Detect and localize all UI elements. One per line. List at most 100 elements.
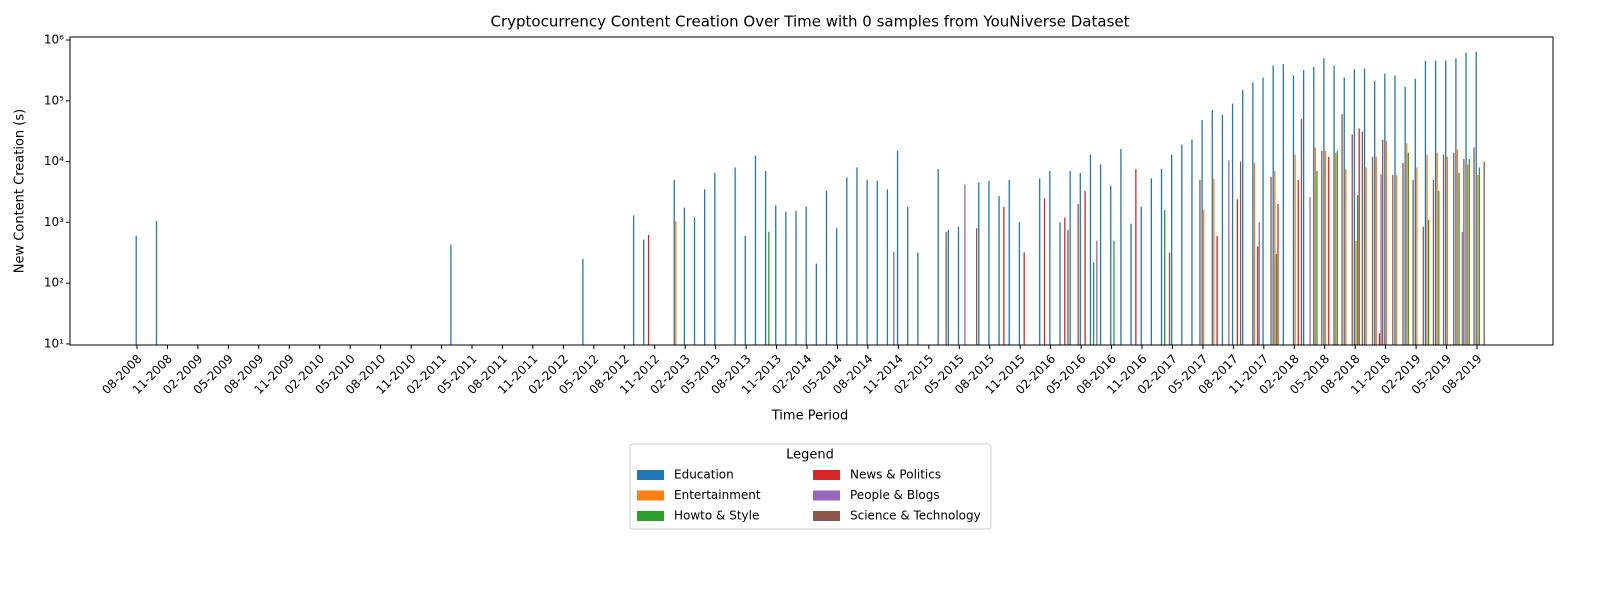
bar xyxy=(643,239,645,345)
bar xyxy=(1039,178,1041,345)
bar xyxy=(1382,139,1384,345)
bar xyxy=(1466,164,1469,345)
y-tick-label: 10³ xyxy=(44,215,64,229)
y-tick-label: 10⁴ xyxy=(44,154,64,168)
legend-swatch xyxy=(637,470,664,480)
bar xyxy=(744,235,746,345)
bar xyxy=(964,184,966,345)
bar xyxy=(1414,78,1416,345)
bar xyxy=(1079,172,1081,345)
bar xyxy=(1067,229,1069,345)
legend-label: Education xyxy=(674,468,734,482)
legend-title: Legend xyxy=(786,448,834,463)
y-tick-label: 10¹ xyxy=(44,336,64,350)
legend-swatch xyxy=(637,511,664,521)
bar xyxy=(764,170,767,345)
bar xyxy=(1239,161,1242,345)
bar xyxy=(1371,156,1374,345)
bar xyxy=(825,190,828,345)
bar xyxy=(1375,156,1377,345)
bar xyxy=(1008,179,1010,345)
bar xyxy=(1150,178,1153,345)
bar xyxy=(1392,175,1394,345)
bar xyxy=(1059,222,1061,345)
bar xyxy=(1463,159,1465,345)
bar xyxy=(1069,170,1071,345)
bar xyxy=(1432,179,1435,345)
bar xyxy=(1302,70,1305,346)
bar xyxy=(1356,195,1359,345)
bar xyxy=(1456,149,1459,345)
y-tick-label: 10⁶ xyxy=(44,32,64,46)
bar xyxy=(1253,162,1256,345)
bar xyxy=(1324,150,1327,345)
bar xyxy=(896,150,899,345)
bar xyxy=(1277,204,1279,345)
bar xyxy=(754,155,757,345)
bar xyxy=(1089,154,1092,345)
bar xyxy=(1270,176,1272,345)
bar xyxy=(1314,147,1317,345)
x-axis-label: Time Period xyxy=(771,409,848,424)
bar xyxy=(1407,152,1409,345)
bar xyxy=(1168,252,1171,345)
bar xyxy=(836,228,838,345)
bar xyxy=(1465,52,1467,345)
bar xyxy=(1221,115,1224,346)
bar xyxy=(1384,73,1386,345)
bar xyxy=(866,179,868,345)
y-axis-label: New Content Creation (s) xyxy=(13,109,28,273)
bar xyxy=(155,221,158,345)
bar xyxy=(907,206,909,345)
bar xyxy=(768,231,770,345)
bar xyxy=(1023,252,1025,345)
bar xyxy=(1049,170,1051,345)
y-tick-label: 10⁵ xyxy=(44,93,64,107)
bar xyxy=(1228,160,1230,345)
bar xyxy=(1199,179,1201,345)
bar xyxy=(1262,77,1264,345)
bar xyxy=(1345,169,1347,345)
bar xyxy=(1191,139,1193,345)
bar xyxy=(957,226,960,345)
bar xyxy=(1468,159,1470,345)
bar xyxy=(846,177,848,345)
bar xyxy=(135,235,137,345)
bar xyxy=(775,205,777,345)
bar xyxy=(1323,58,1325,345)
bar xyxy=(1473,147,1475,345)
bar xyxy=(998,196,1000,345)
legend-label: Science & Technology xyxy=(850,509,981,523)
legend-label: News & Politics xyxy=(850,468,941,482)
bar xyxy=(1297,179,1299,345)
bar xyxy=(714,172,716,345)
bar xyxy=(815,263,818,345)
bar xyxy=(856,167,858,345)
bar xyxy=(917,252,919,345)
bar xyxy=(450,244,452,345)
bar xyxy=(1099,164,1102,345)
bar xyxy=(1242,90,1244,346)
bar xyxy=(1385,140,1388,345)
legend-swatch xyxy=(813,511,840,521)
bar xyxy=(1203,209,1205,345)
bar xyxy=(1113,240,1115,345)
bar xyxy=(1160,169,1163,345)
bar xyxy=(1272,65,1274,345)
bar xyxy=(1164,209,1166,345)
legend-label: Howto & Style xyxy=(674,509,759,523)
bar xyxy=(1274,170,1276,345)
bar xyxy=(1446,156,1448,345)
bar xyxy=(1292,75,1295,345)
bar xyxy=(1478,167,1481,345)
bar xyxy=(1380,174,1382,345)
bar xyxy=(1258,222,1260,345)
bar xyxy=(1453,152,1455,345)
bar xyxy=(1455,58,1457,345)
bar xyxy=(795,210,797,345)
legend-swatch xyxy=(813,490,840,501)
bar xyxy=(1404,86,1406,346)
bar xyxy=(1434,60,1437,345)
bar xyxy=(1477,175,1479,345)
